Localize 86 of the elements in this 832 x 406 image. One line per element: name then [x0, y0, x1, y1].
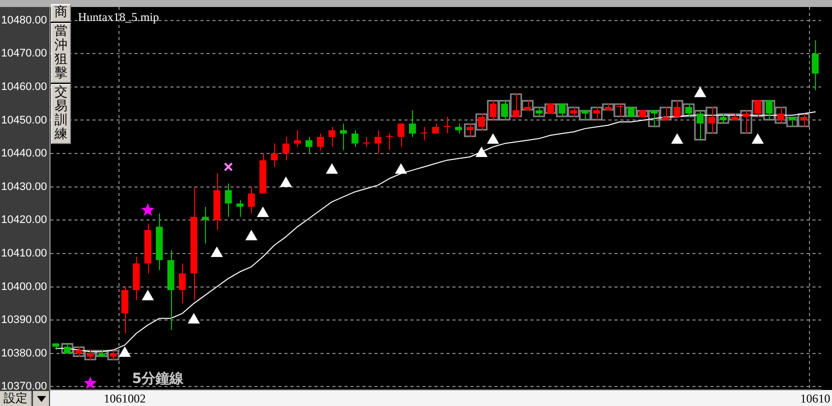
point — [280, 178, 292, 188]
candlestick — [248, 186, 255, 214]
point — [224, 162, 233, 172]
candlestick — [224, 183, 232, 218]
candlestick — [340, 123, 347, 151]
point — [246, 230, 257, 240]
candlestick — [316, 133, 324, 151]
candlestick — [536, 106, 543, 118]
candlestick — [282, 136, 290, 161]
candlestick — [777, 106, 784, 124]
point — [672, 134, 682, 144]
point — [188, 314, 200, 324]
point — [142, 290, 154, 300]
candlestick — [593, 106, 600, 121]
chart-title: Huntax18_5.mip — [78, 10, 159, 24]
point — [752, 134, 764, 144]
candlestick — [386, 133, 393, 151]
y-tick-label: 10440.00 — [1, 148, 47, 160]
tab-button: 交易訓練 — [51, 84, 71, 144]
annotation: 5分鐘線 — [132, 370, 184, 388]
candlestick — [420, 126, 428, 141]
y-tick-label: 10450.00 — [1, 114, 47, 126]
candlestick — [766, 100, 773, 121]
x-tick-label: 1061002 — [104, 391, 146, 406]
candlestick — [501, 100, 508, 121]
candlestick — [570, 106, 578, 118]
point — [141, 203, 154, 216]
candlestick — [662, 106, 670, 121]
candlestick — [490, 100, 496, 121]
point — [694, 88, 706, 98]
candlestick — [305, 136, 312, 154]
candlestick — [409, 110, 416, 138]
tab-button: 當沖狙擊 — [51, 23, 71, 83]
annotation: 商 — [54, 5, 68, 20]
candlestick — [812, 40, 819, 91]
candlestick — [650, 110, 658, 128]
y-tick-label: 10410.00 — [1, 247, 47, 260]
candlestick — [524, 100, 532, 111]
y-tick-label: 10390.00 — [1, 314, 47, 326]
point — [119, 347, 130, 357]
point — [396, 164, 406, 174]
candlestick — [512, 93, 520, 118]
candlestick — [363, 136, 370, 148]
y-tick-label: 10420.00 — [1, 214, 47, 226]
tab-button: 商 — [51, 4, 71, 22]
candlestick — [178, 262, 186, 304]
y-tick-label: 10430.00 — [1, 180, 47, 193]
candlestick — [121, 286, 128, 334]
candlestick — [294, 130, 301, 148]
candlestick — [708, 106, 716, 134]
candlestick — [64, 342, 71, 354]
y-tick-label: 10470.00 — [1, 48, 47, 60]
candlestick — [685, 103, 692, 118]
candlestick — [455, 123, 462, 134]
y-tick-label: 10480.00 — [1, 14, 47, 26]
candlestick — [558, 103, 566, 118]
candlestick — [351, 130, 358, 148]
x-tick-label: 10610 — [800, 391, 830, 406]
candlestick — [478, 113, 485, 131]
point — [476, 148, 487, 158]
candlestick — [328, 126, 336, 148]
y-tick-label: 10380.00 — [1, 347, 47, 360]
candlestick — [75, 346, 82, 358]
candlestick — [270, 143, 278, 168]
candlestick — [616, 103, 624, 118]
candlestick — [720, 113, 727, 124]
y-tick-label: 10400.00 — [1, 280, 47, 293]
candlestick — [466, 123, 474, 138]
settings-button: 設定 — [0, 391, 32, 406]
candlestick — [742, 110, 750, 134]
candlestick — [696, 110, 704, 141]
candlestick — [202, 206, 209, 244]
y-tick-label: 10370.00 — [1, 380, 47, 393]
candlestick — [374, 130, 382, 154]
point — [84, 376, 97, 389]
candlestick — [754, 100, 762, 118]
candlestick — [582, 110, 589, 121]
candlestick — [444, 116, 450, 134]
point — [326, 164, 338, 174]
point — [258, 207, 268, 217]
candlestick — [674, 100, 681, 118]
point — [212, 247, 222, 257]
y-tick-label: 10460.00 — [1, 80, 47, 93]
point — [488, 134, 498, 144]
candlestick — [398, 123, 404, 148]
candlestick — [236, 200, 244, 218]
